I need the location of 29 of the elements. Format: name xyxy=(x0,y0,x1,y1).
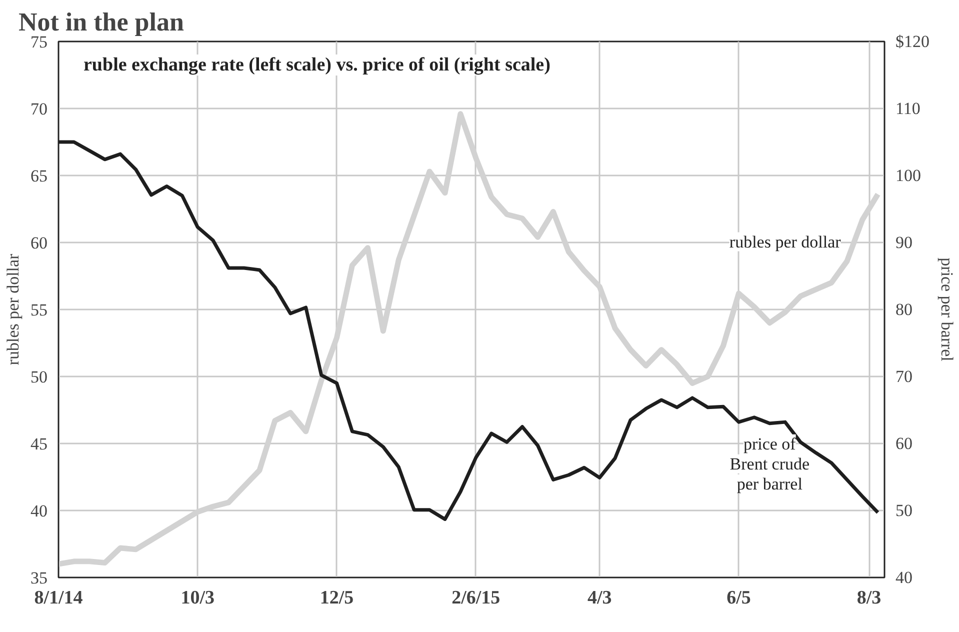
x-tick-label: 8/3 xyxy=(856,588,882,608)
y2-tick-label: 60 xyxy=(896,434,912,453)
y2-tick-label: 80 xyxy=(896,300,912,319)
y-axis-title: rubles per dollar xyxy=(4,253,22,366)
y2-tick-label: 50 xyxy=(896,501,912,520)
y-tick-label: 40 xyxy=(30,502,48,520)
series-label: price of Brent crude per barrel xyxy=(730,434,810,494)
y2-tick-label: 100 xyxy=(896,166,921,185)
y2-axis-title: price per barrel xyxy=(938,258,956,362)
y-tick-label: 60 xyxy=(30,234,48,252)
y2-tick-label: 110 xyxy=(896,99,920,118)
x-tick-label: 2/6/15 xyxy=(452,588,500,608)
y2-tick-label: 70 xyxy=(896,367,912,386)
y2-tick-label: 40 xyxy=(896,568,912,587)
x-tick-label: 10/3 xyxy=(180,588,215,608)
series-label: rubles per dollar xyxy=(729,232,842,252)
y-tick-label: 35 xyxy=(30,568,48,588)
y2-tick-label: 90 xyxy=(896,233,912,252)
y2-tick-label: $120 xyxy=(896,32,930,51)
y-tick-label: 70 xyxy=(30,100,48,118)
text: ruble exchange rate (left scale) vs. price of oil (right scale) xyxy=(84,54,550,76)
y-tick-label: 50 xyxy=(30,368,48,386)
y-tick-label: 55 xyxy=(30,300,48,320)
x-tick-label: 4/3 xyxy=(587,588,612,608)
y-tick-label: 65 xyxy=(30,166,48,186)
x-tick-label: 6/5 xyxy=(726,588,751,608)
x-tick-label: 8/1/14 xyxy=(34,588,84,608)
x-tick-label: 12/5 xyxy=(320,588,354,608)
y-tick-label: 45 xyxy=(30,434,48,454)
